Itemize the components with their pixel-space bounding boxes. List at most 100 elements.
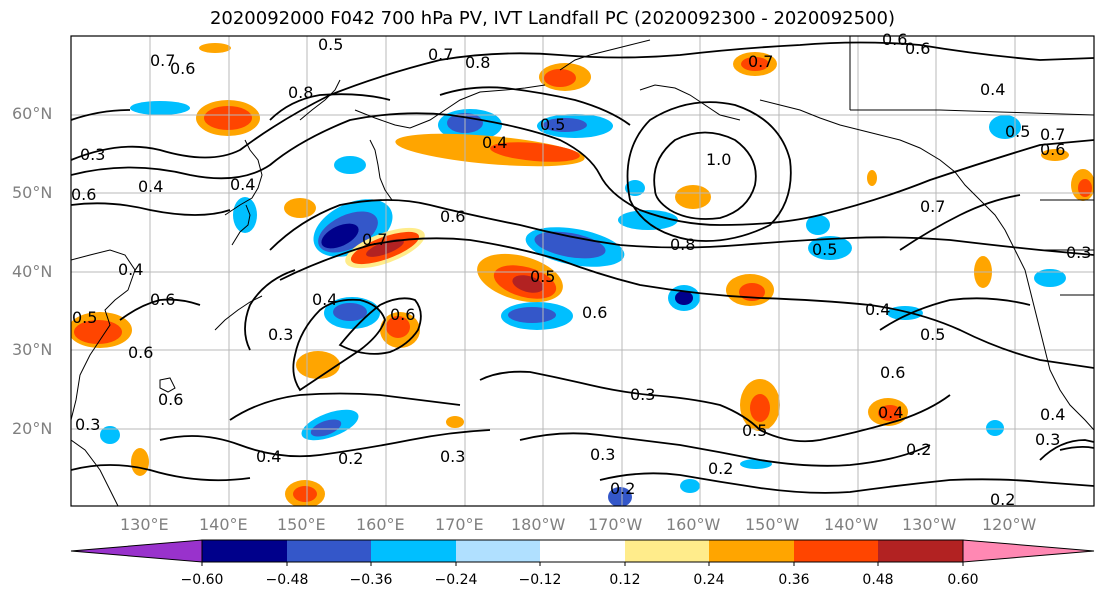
anomaly-negative xyxy=(618,210,678,230)
contour-label: 0.4 xyxy=(230,175,255,194)
contour-label: 0.2 xyxy=(906,440,931,459)
contour-label: 0.5 xyxy=(318,35,343,54)
lon-label: 160°W xyxy=(666,515,721,534)
contour-label: 0.6 xyxy=(71,185,96,204)
anomaly-positive xyxy=(284,198,316,218)
contour-label: 0.6 xyxy=(158,390,183,409)
anomaly-negative xyxy=(680,479,700,493)
anomaly-positive xyxy=(446,416,464,428)
lon-label: 140°E xyxy=(199,515,248,534)
colorbar-extend-low xyxy=(70,539,203,563)
anomaly-positive xyxy=(366,239,404,257)
contour-label: 0.4 xyxy=(980,80,1005,99)
contour-label: 0.4 xyxy=(1040,405,1065,424)
anomaly-negative xyxy=(321,223,359,249)
contour-label: 0.5 xyxy=(920,325,945,344)
graticule xyxy=(71,36,1094,506)
anomaly-negative xyxy=(100,426,120,444)
anomaly-positive xyxy=(1041,149,1069,161)
contour-label: 0.8 xyxy=(288,83,313,102)
anomaly-positive xyxy=(204,106,252,130)
map-title: 2020092000 F042 700 hPa PV, IVT Landfall… xyxy=(209,8,896,29)
anomaly-positive xyxy=(675,185,711,209)
lat-label: 50°N xyxy=(12,183,53,202)
contour-label: 0.8 xyxy=(670,235,695,254)
lon-label: 140°W xyxy=(824,515,879,534)
colorbar-tick-label: 0.12 xyxy=(609,572,641,588)
contour-label: 0.2 xyxy=(708,459,733,478)
contour-label: 0.5 xyxy=(1005,122,1030,141)
contour-label: 0.6 xyxy=(128,343,153,362)
lon-label: 120°W xyxy=(982,515,1037,534)
colorbar-segment xyxy=(202,540,287,562)
colorbar-segment xyxy=(456,540,540,562)
colorbar-segment xyxy=(287,540,371,562)
anomaly-positive xyxy=(867,170,877,186)
contour-label: 0.6 xyxy=(1040,140,1065,159)
anomaly-negative xyxy=(608,487,632,506)
contour-label: 0.6 xyxy=(390,305,415,324)
colorbar-tick-label: 0.60 xyxy=(947,572,979,588)
colorbar-tick-label: 0.36 xyxy=(778,572,810,588)
lon-label: 150°W xyxy=(745,515,800,534)
contour-label: 0.6 xyxy=(170,59,195,78)
anomaly-negative xyxy=(986,420,1004,436)
contour-label: 0.3 xyxy=(590,445,615,464)
lat-label: 40°N xyxy=(12,262,53,281)
anomaly-negative xyxy=(534,231,606,259)
colorbar-tick-label: −0.12 xyxy=(518,572,562,588)
anomaly-positive xyxy=(512,275,544,293)
contour-label: 0.5 xyxy=(742,421,767,440)
colorbar-segment xyxy=(625,540,709,562)
contour-label: 0.6 xyxy=(882,30,907,49)
contour-label: 0.5 xyxy=(540,115,565,134)
lon-label: 180°W xyxy=(511,515,566,534)
anomaly-negative xyxy=(508,307,556,323)
contour-label: 0.4 xyxy=(878,403,903,422)
contour-label: 0.3 xyxy=(80,145,105,164)
contour-label: 0.3 xyxy=(630,385,655,404)
anomaly-positive xyxy=(490,142,580,162)
colorbar-tick-label: −0.48 xyxy=(265,572,309,588)
contour-label: 0.5 xyxy=(812,240,837,259)
anomaly-negative xyxy=(334,156,366,174)
anomaly-positive xyxy=(386,316,410,338)
anomaly-positive xyxy=(750,394,770,422)
anomaly-positive xyxy=(199,43,231,53)
colorbar-segment xyxy=(878,540,963,562)
anomaly-negative xyxy=(333,303,367,321)
contour-label: 0.2 xyxy=(990,490,1015,509)
lon-label: 130°E xyxy=(120,515,169,534)
lat-label: 20°N xyxy=(12,419,53,438)
anomaly-positive xyxy=(296,351,340,379)
colorbar-tick-label: 0.48 xyxy=(862,572,894,588)
anomaly-positive xyxy=(131,448,149,476)
contour-label: 0.3 xyxy=(268,325,293,344)
lat-label: 60°N xyxy=(12,104,53,123)
contour-label: 0.3 xyxy=(75,415,100,434)
anomaly-positive xyxy=(544,69,576,87)
anomaly-negative xyxy=(808,236,852,260)
contour-label: 0.8 xyxy=(465,53,490,72)
contour-label: 0.6 xyxy=(880,363,905,382)
colorbar-tick-label: −0.24 xyxy=(434,572,478,588)
contour-label: 0.6 xyxy=(905,39,930,58)
contour-label: 0.7 xyxy=(748,52,773,71)
lon-label: 150°E xyxy=(277,515,326,534)
lat-label: 30°N xyxy=(12,340,53,359)
colorbar-segment xyxy=(371,540,456,562)
contour-label: 0.4 xyxy=(312,290,337,309)
pv-contours xyxy=(71,41,1094,494)
contour-label: 0.6 xyxy=(440,207,465,226)
contour-label: 0.3 xyxy=(1066,243,1091,262)
contour-label: 0.7 xyxy=(428,45,453,64)
contour-label: 0.4 xyxy=(138,177,163,196)
contour-label: 0.7 xyxy=(920,197,945,216)
contour-label: 0.6 xyxy=(582,303,607,322)
contour-label: 0.7 xyxy=(150,51,175,70)
lon-label: 170°W xyxy=(588,515,643,534)
contour-labels: 0.5 0.7 0.6 0.7 0.8 0.6 0.7 0.4 0.6 0.7 … xyxy=(71,30,1091,509)
anomaly-negative xyxy=(543,118,587,132)
colorbar-tick-label: −0.60 xyxy=(180,572,224,588)
